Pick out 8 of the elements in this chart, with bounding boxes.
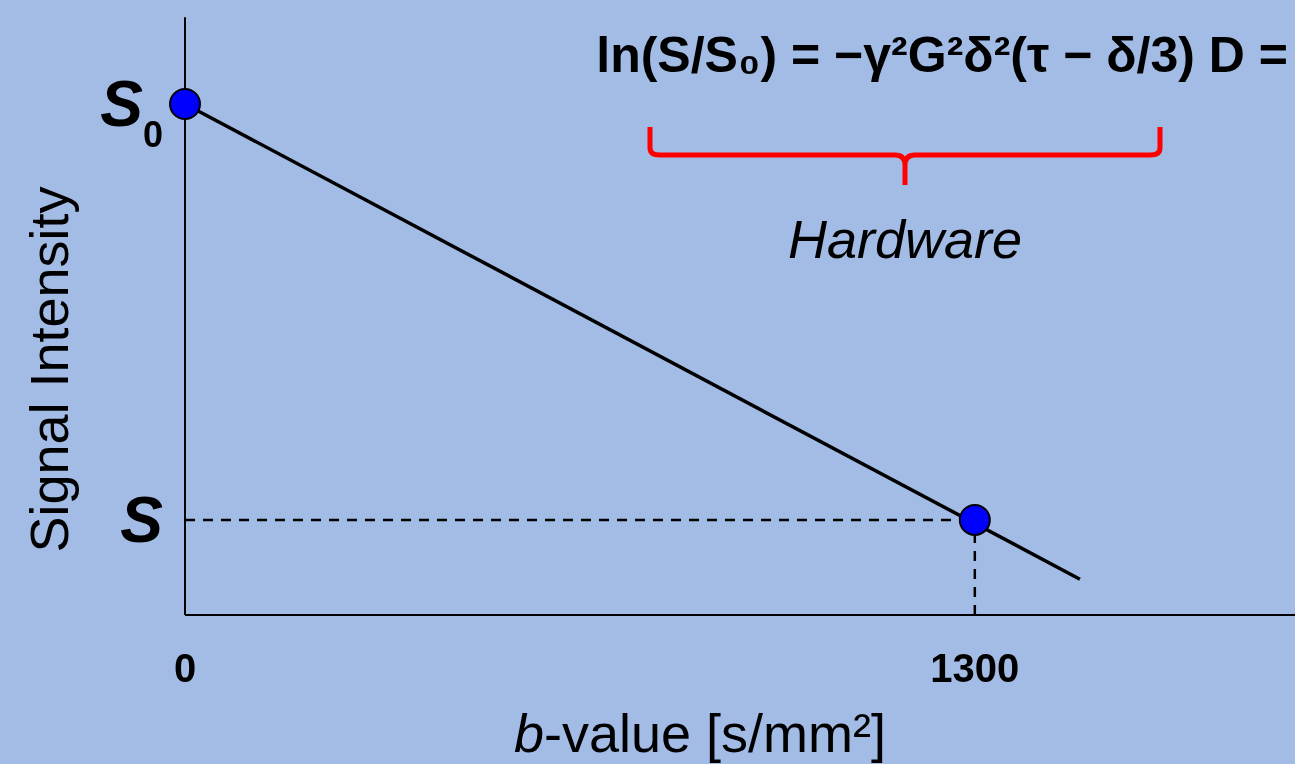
annotation: S xyxy=(120,483,164,556)
x-axis-title: b-value [s/mm²] xyxy=(513,703,887,763)
y-axis-title: Signal Intensity xyxy=(19,186,79,553)
x-tick-label: 0 xyxy=(173,646,197,690)
annotation: S$_{0}$ xyxy=(100,68,163,155)
annotation: Hardware xyxy=(787,209,1023,269)
text: ln(S/S₀) = −γ²G²δ²(τ − δ/3) D = xyxy=(596,27,1288,83)
x-tick-label: 1300 xyxy=(930,646,1020,690)
